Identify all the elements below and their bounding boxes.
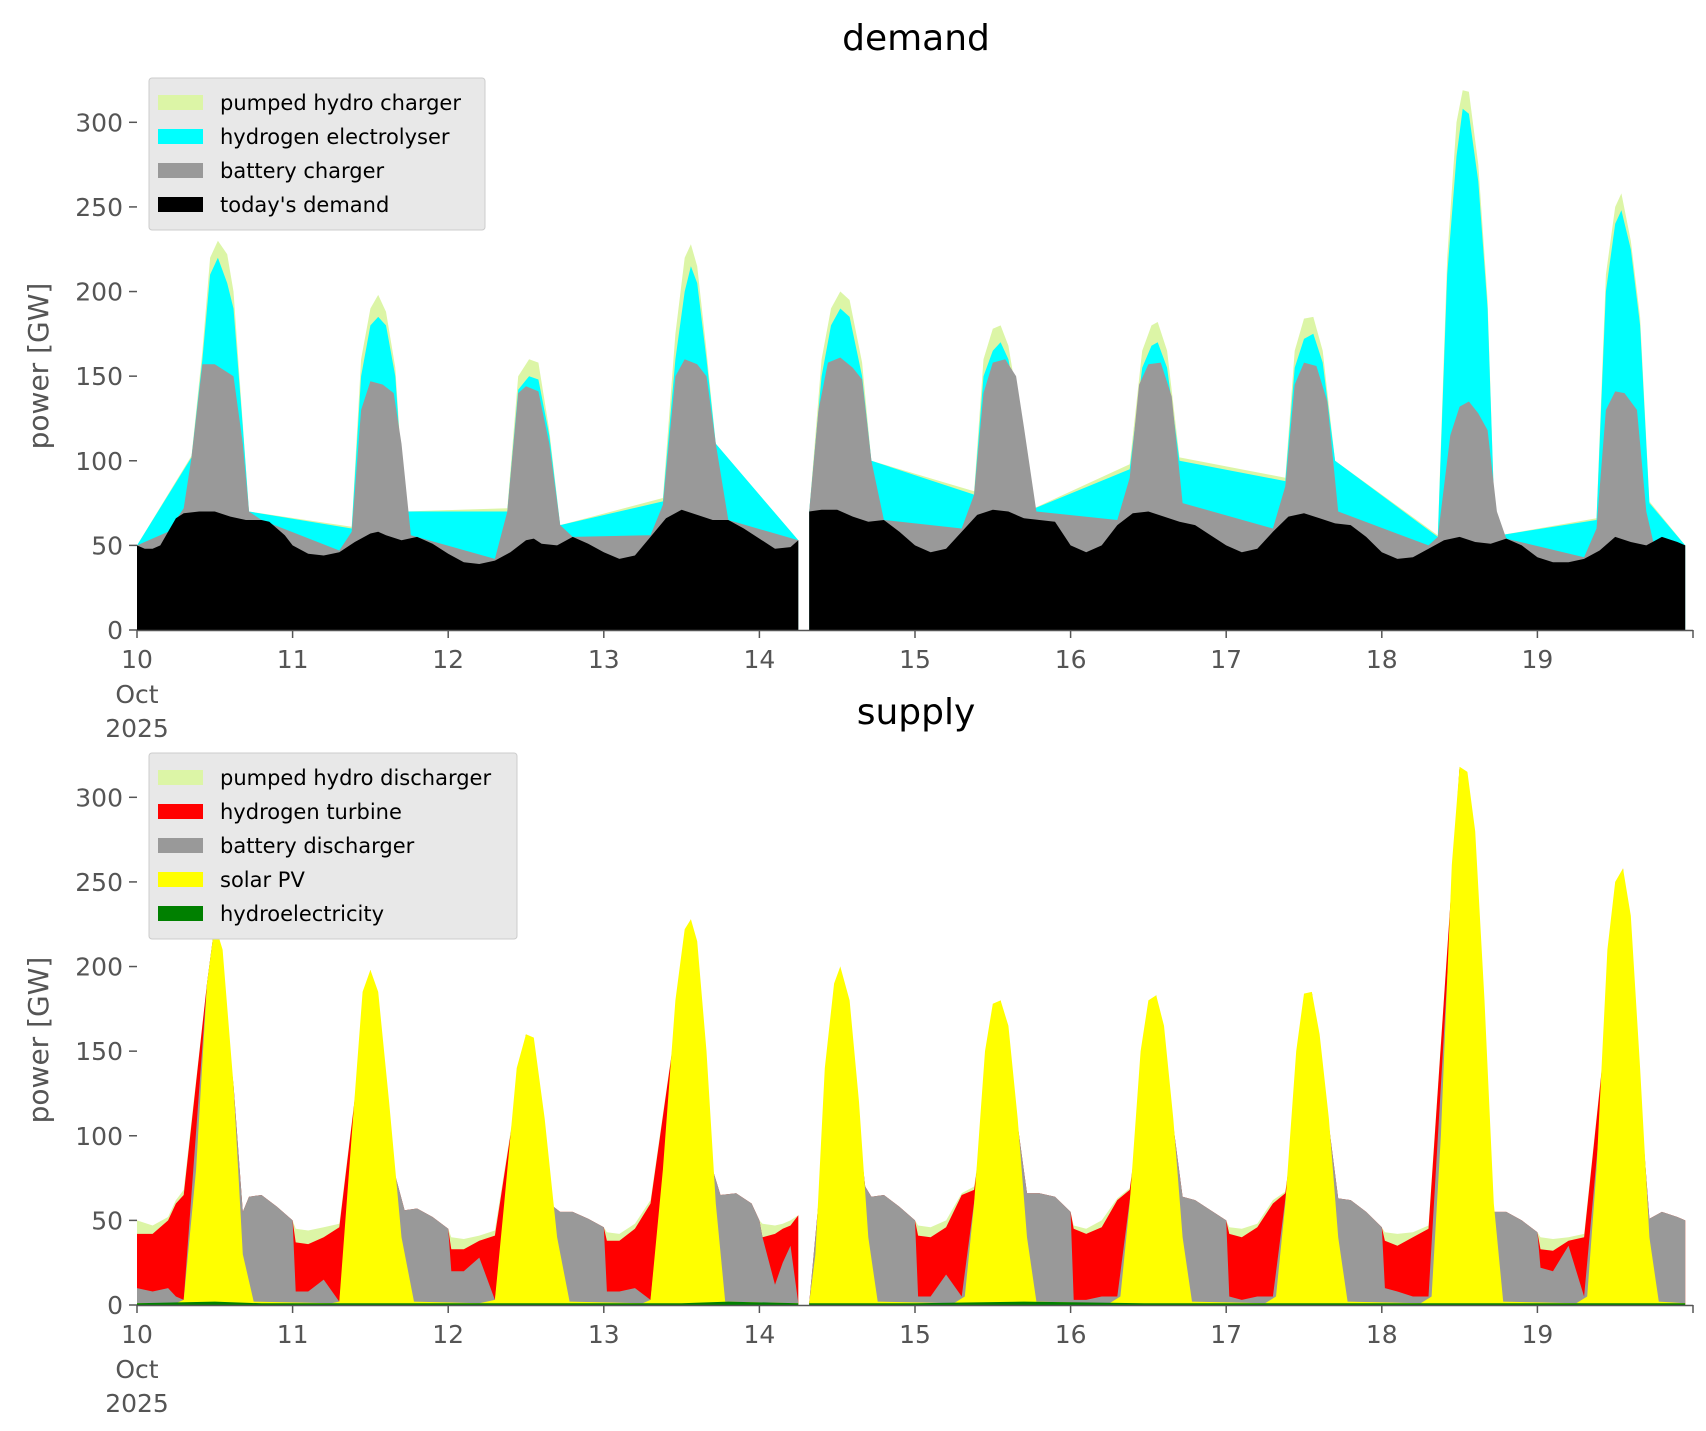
- legend-label-pumped-hydro-charger: pumped hydro charger: [220, 91, 461, 115]
- x-tick-label: 13: [588, 1320, 620, 1349]
- x-tick-label: 15: [899, 1320, 931, 1349]
- series-area-solar-pv-part-2: [809, 766, 1686, 1305]
- supply-panel: supply 0 50 100 150 200 250 300 10 Oct 2025 11 12 13…: [22, 692, 1694, 1418]
- plot-area: [137, 766, 1686, 1305]
- y-tick-label: 200: [75, 278, 123, 307]
- legend-label-solar-pv: solar PV: [220, 868, 305, 892]
- y-tick-label: 150: [75, 1037, 123, 1066]
- legend-label-hydrogen-electrolyser: hydrogen electrolyser: [220, 125, 450, 149]
- axes: 0 50 100 150 200 250 300 10 Oct 2025 11 12 13 14 15 16 1…: [75, 783, 1694, 1418]
- legend-swatch-pumped-hydro-discharger: [158, 770, 203, 785]
- x-tick-sublabel: 2025: [105, 714, 169, 743]
- legend-swatch-pumped-hydro-charger: [158, 95, 203, 110]
- legend-box: [148, 752, 518, 940]
- x-tick-label: 18: [1366, 645, 1398, 674]
- legend-swatch-today-s-demand: [158, 197, 203, 212]
- x-tick-label: 11: [277, 1320, 309, 1349]
- x-tick-label: 16: [1055, 645, 1087, 674]
- y-tick-label: 50: [91, 531, 123, 560]
- y-tick-label: 0: [107, 616, 123, 645]
- legend-label-battery-discharger: battery discharger: [220, 834, 415, 858]
- x-tick-label: 10: [121, 645, 153, 674]
- y-tick-label: 0: [107, 1291, 123, 1320]
- legend-label-pumped-hydro-discharger: pumped hydro discharger: [220, 766, 491, 790]
- x-tick-label: 19: [1521, 645, 1553, 674]
- legend-swatch-hydroelectricity: [158, 906, 203, 921]
- x-tick-sublabel: Oct: [115, 680, 158, 709]
- x-tick-label: 11: [277, 645, 309, 674]
- series-area-hydroelectricity-part-2: [809, 1301, 1686, 1305]
- demand-panel: demand 0 50 100 150 200 250 300 10 Oct 2025 11 12 13…: [22, 18, 1694, 743]
- series-area-hydroelectricity-part-1: [137, 1301, 799, 1305]
- series-area-pumped-hydro-discharger-part-2: [809, 766, 1686, 1305]
- x-tick-label: 16: [1055, 1320, 1087, 1349]
- plot-area: [137, 90, 1686, 631]
- legend-label-hydrogen-turbine: hydrogen turbine: [220, 800, 402, 824]
- y-tick-label: 150: [75, 362, 123, 391]
- x-tick-label: 15: [899, 645, 931, 674]
- x-tick-label: 19: [1521, 1320, 1553, 1349]
- legend-label-battery-charger: battery charger: [220, 159, 385, 183]
- y-tick-label: 300: [75, 108, 123, 137]
- y-tick-label: 100: [75, 447, 123, 476]
- legend: pumped hydro discharger hydrogen turbine b…: [148, 752, 518, 940]
- legend-label-today-s-demand: today's demand: [220, 193, 389, 217]
- series-area-today-s-demand-part-1: [137, 509, 799, 630]
- y-tick-label: 250: [75, 193, 123, 222]
- x-tick-label: 12: [432, 1320, 464, 1349]
- x-tick-label: 12: [432, 645, 464, 674]
- y-tick-label: 250: [75, 868, 123, 897]
- y-tick-label: 200: [75, 953, 123, 982]
- legend-swatch-hydrogen-turbine: [158, 804, 203, 819]
- chart-title: demand: [842, 18, 990, 59]
- legend-label-hydroelectricity: hydroelectricity: [220, 902, 384, 926]
- legend-box: [148, 77, 486, 231]
- x-tick-sublabel: Oct: [115, 1355, 158, 1384]
- y-axis-label: power [GW]: [22, 957, 55, 1124]
- legend-swatch-solar-pv: [158, 872, 203, 887]
- y-tick-label: 100: [75, 1122, 123, 1151]
- legend: pumped hydro charger hydrogen electrolyse…: [148, 77, 486, 231]
- x-tick-label: 17: [1210, 1320, 1242, 1349]
- x-tick-label: 14: [743, 1320, 775, 1349]
- x-tick-sublabel: 2025: [105, 1389, 169, 1418]
- series-area-solar-pv-part-1: [137, 919, 799, 1305]
- x-tick-label: 10: [121, 1320, 153, 1349]
- series-area-today-s-demand-part-2: [809, 509, 1686, 630]
- chart-title: supply: [857, 692, 976, 733]
- x-tick-label: 17: [1210, 645, 1242, 674]
- y-axis-label: power [GW]: [22, 283, 55, 450]
- x-tick-label: 13: [588, 645, 620, 674]
- y-tick-label: 300: [75, 783, 123, 812]
- legend-swatch-battery-discharger: [158, 838, 203, 853]
- x-tick-label: 18: [1366, 1320, 1398, 1349]
- axes: 0 50 100 150 200 250 300 10 Oct 2025 11 12 13 14 15 16 1…: [75, 108, 1694, 743]
- legend-swatch-battery-charger: [158, 163, 203, 178]
- legend-swatch-hydrogen-electrolyser: [158, 129, 203, 144]
- y-tick-label: 50: [91, 1206, 123, 1235]
- x-tick-label: 14: [743, 645, 775, 674]
